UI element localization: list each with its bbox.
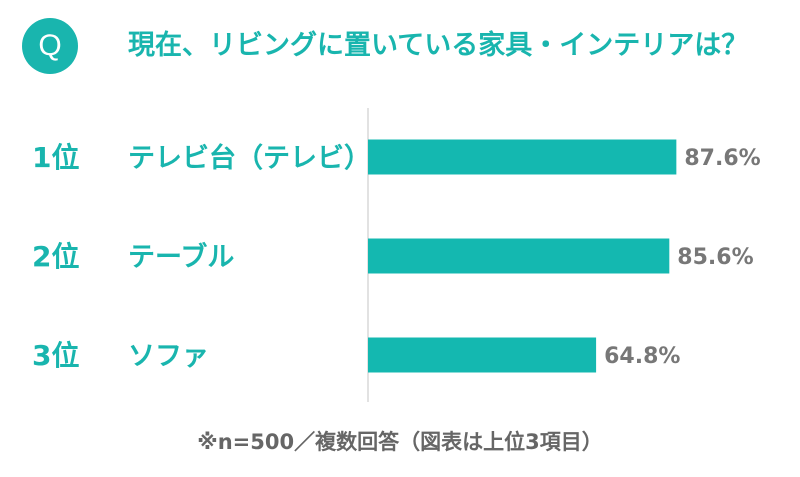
category-label-1: テレビ台（テレビ）	[128, 142, 371, 174]
value-label-3: 64.8%	[604, 344, 680, 369]
question-title: 現在、リビングに置いている家具・インテリアは？	[128, 30, 749, 61]
bar-1	[368, 139, 677, 175]
question-badge: Q	[22, 18, 78, 74]
question-badge-letter: Q	[38, 29, 62, 62]
footnote: ※n=500／複数回答（図表は上位3項目）	[197, 430, 603, 454]
bar-3	[368, 337, 597, 373]
value-label-1: 87.6%	[684, 146, 760, 171]
category-label-2: テーブル	[128, 241, 234, 273]
rank-label-3: 3位	[32, 339, 79, 372]
value-label-2: 85.6%	[677, 245, 753, 270]
category-label-3: ソファ	[128, 341, 209, 372]
rank-label-2: 2位	[32, 240, 79, 273]
bar-2	[368, 238, 670, 274]
rank-label-1: 1位	[32, 141, 79, 174]
